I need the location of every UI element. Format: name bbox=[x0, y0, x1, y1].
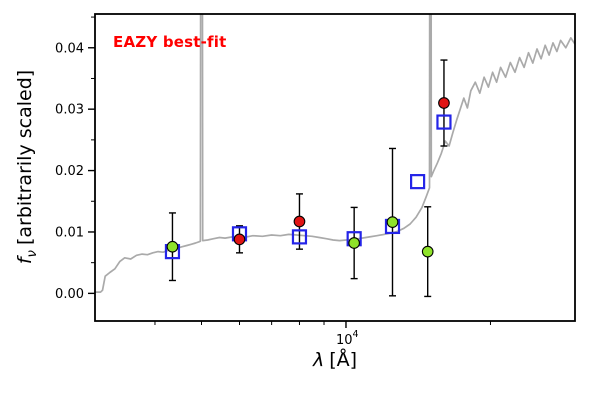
y-axis-unit: [arbitrarily scaled] bbox=[14, 69, 37, 246]
error-bars bbox=[168, 59, 448, 298]
y-tick-label: 0.02 bbox=[55, 164, 84, 179]
observed-point bbox=[233, 233, 246, 246]
fnu-symbol: f bbox=[14, 257, 37, 265]
observed-photometry-red-points bbox=[233, 97, 450, 246]
y-tick-label: 0.03 bbox=[55, 103, 84, 118]
observed-point bbox=[438, 97, 450, 109]
x-tick-label: 104 bbox=[336, 329, 359, 348]
observed-point bbox=[421, 245, 434, 258]
model-photometry-square bbox=[436, 114, 452, 130]
lambda-symbol: λ bbox=[312, 349, 325, 371]
x-axis-label: λ [Å] bbox=[95, 349, 575, 371]
y-tick-label: 0.04 bbox=[55, 41, 84, 56]
nu-subscript: ν bbox=[24, 250, 40, 258]
x-axis-unit: [Å] bbox=[329, 349, 358, 371]
model-photometry-square bbox=[410, 174, 426, 190]
axis-tick-labels: 0.00 0.01 0.02 0.03 0.04 104 bbox=[55, 41, 359, 348]
y-tick-label: 0.00 bbox=[55, 287, 84, 302]
y-axis-label: fν [arbitrarily scaled] bbox=[14, 70, 40, 264]
observed-point bbox=[166, 240, 179, 253]
observed-photometry-green-points bbox=[166, 216, 434, 258]
observed-point bbox=[293, 215, 306, 228]
bestfit-annotation: EAZY best-fit bbox=[113, 33, 227, 51]
plot-frame bbox=[94, 13, 576, 322]
y-tick-label: 0.01 bbox=[55, 225, 84, 240]
model-photometry-square bbox=[291, 229, 308, 245]
observed-point bbox=[348, 237, 361, 249]
observed-point bbox=[386, 216, 399, 228]
